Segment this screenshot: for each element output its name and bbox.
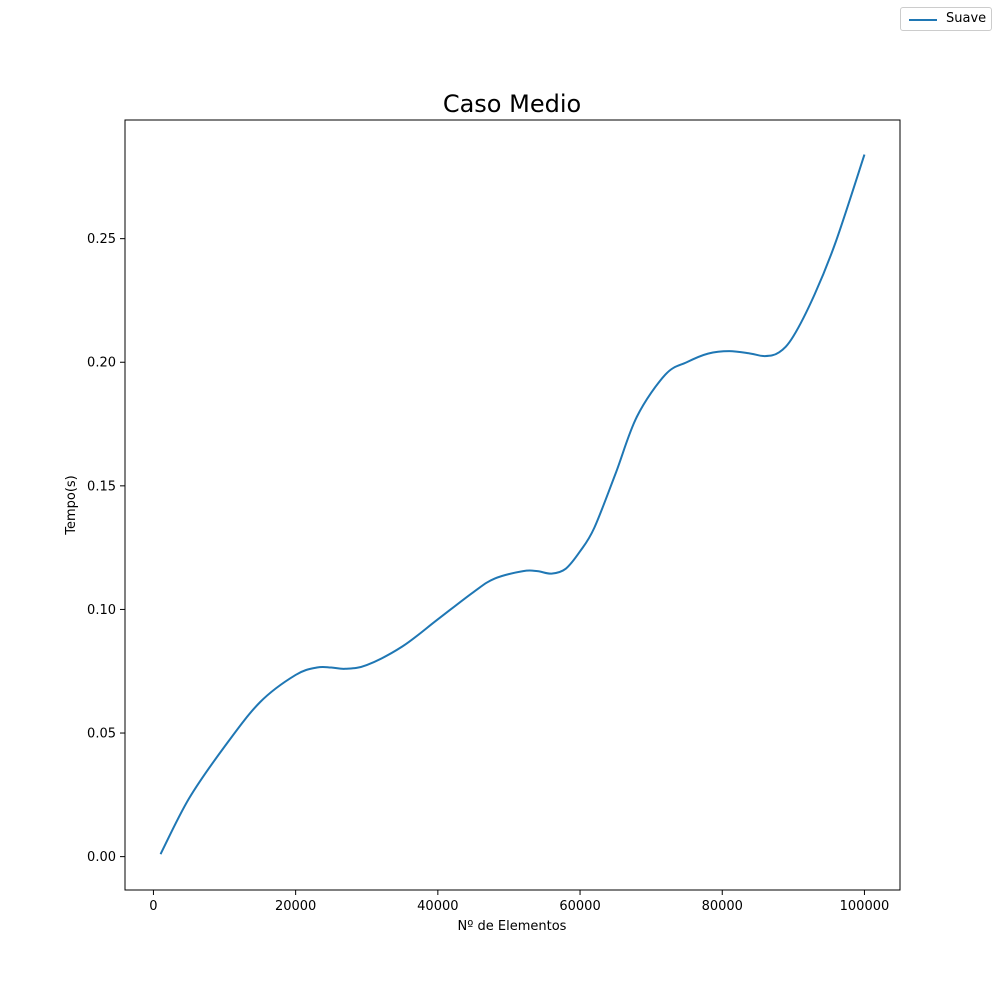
x-axis-label: Nº de Elementos <box>458 919 567 934</box>
y-axis: 0.00 0.05 0.10 0.15 0.20 0.25 <box>87 232 125 865</box>
x-tick-label: 40000 <box>417 899 458 914</box>
y-tick-label: 0.15 <box>87 479 116 494</box>
chart-title: Caso Medio <box>443 90 581 118</box>
legend-swatch-suave <box>909 19 937 21</box>
series-line-suave <box>159 154 866 855</box>
plot-area-frame <box>124 119 901 891</box>
x-tick-label: 100000 <box>840 899 890 914</box>
y-axis-label: Tempo(s) <box>64 475 79 536</box>
y-tick-label: 0.00 <box>87 850 116 865</box>
x-tick-label: 20000 <box>275 899 316 914</box>
y-tick-label: 0.25 <box>87 232 116 247</box>
x-tick-label: 60000 <box>559 899 600 914</box>
x-tick-label: 80000 <box>702 899 743 914</box>
y-tick-label: 0.20 <box>87 356 116 371</box>
x-tick-label: 0 <box>149 899 157 914</box>
x-axis: 0 20000 40000 60000 80000 100000 <box>149 890 889 914</box>
legend-label-suave: Suave <box>946 11 987 26</box>
legend: Suave <box>900 7 992 31</box>
y-tick-label: 0.10 <box>87 603 116 618</box>
y-tick-label: 0.05 <box>87 727 116 742</box>
